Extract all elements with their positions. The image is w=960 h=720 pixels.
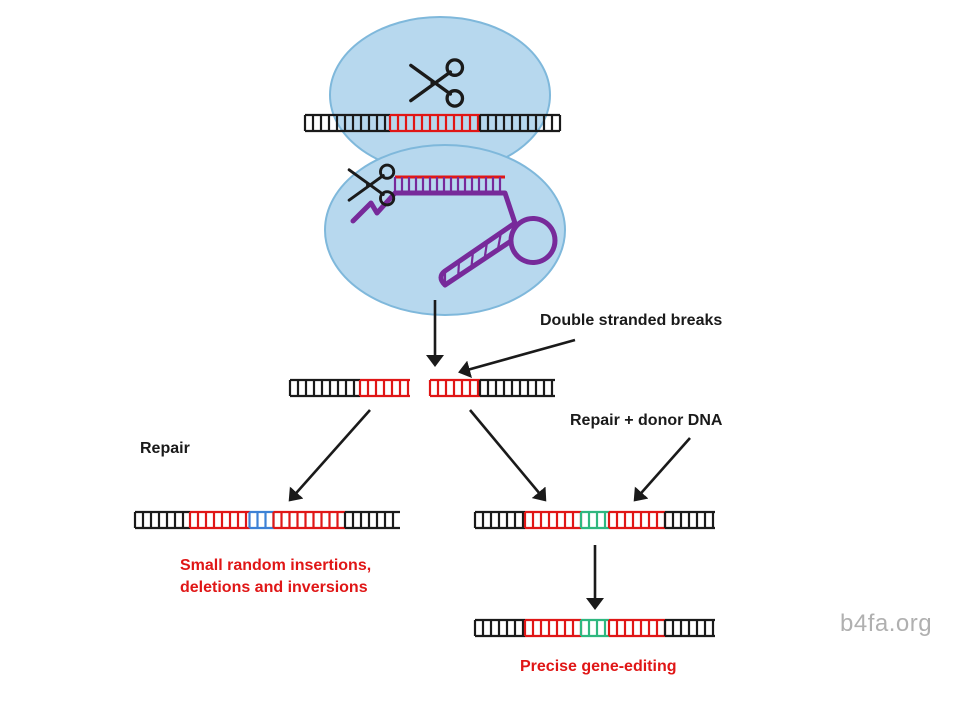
- diagram-svg: [0, 0, 960, 720]
- diagram-stage: Double stranded breaks Repair Repair + d…: [0, 0, 960, 720]
